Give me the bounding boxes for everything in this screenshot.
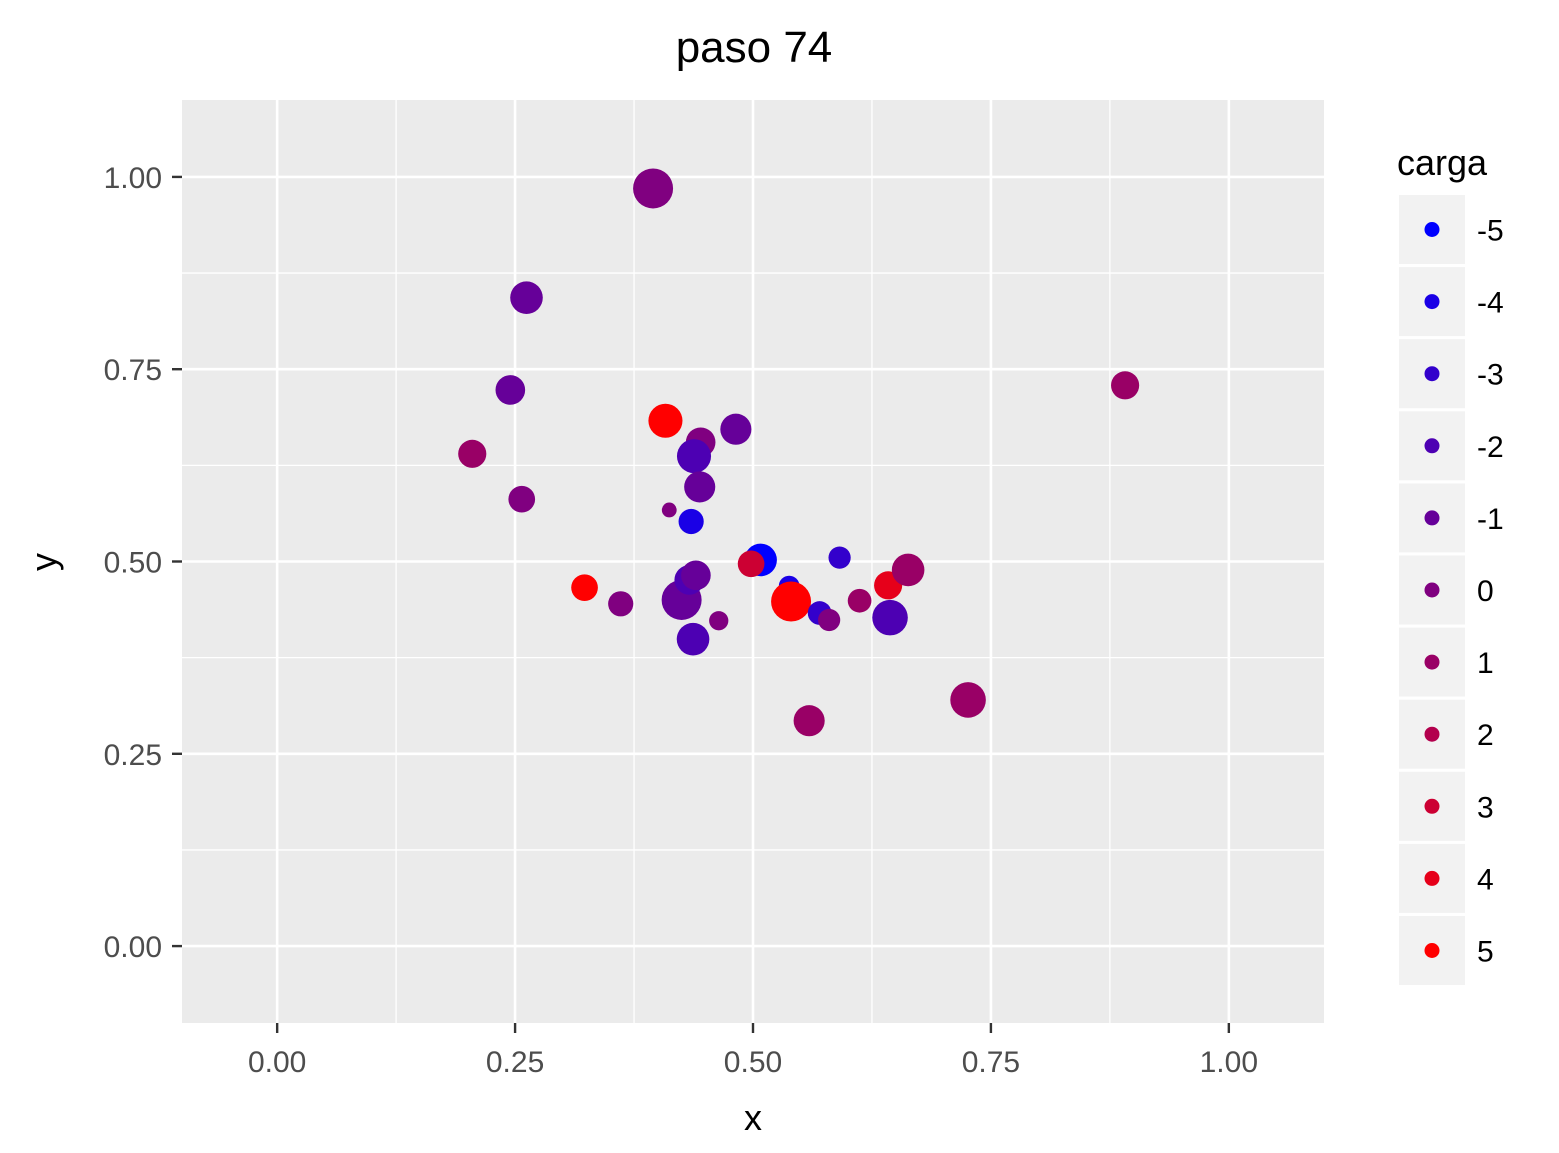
x-axis-title: x (744, 1097, 762, 1138)
legend-swatch (1424, 222, 1440, 237)
scatter-point (508, 485, 536, 513)
x-tick-label: 0.00 (248, 1046, 306, 1079)
legend-swatch (1424, 510, 1440, 526)
y-tick-label: 0.50 (104, 547, 162, 580)
legend-label: 2 (1477, 719, 1494, 752)
legend-swatch (1424, 943, 1440, 958)
legend-swatch (1424, 582, 1440, 598)
legend-label: -1 (1477, 503, 1504, 536)
scatter-point (891, 553, 925, 587)
scatter-point (684, 471, 716, 503)
x-tick-label: 0.75 (962, 1046, 1020, 1079)
scatter-point (676, 622, 710, 656)
scatter-point (571, 574, 598, 601)
legend-swatch (1424, 294, 1440, 310)
scatter-point (608, 591, 634, 617)
x-tick-label: 0.50 (724, 1046, 782, 1079)
y-tick-label: 1.00 (104, 162, 162, 195)
legend-label: 5 (1477, 936, 1494, 969)
scatter-point (793, 705, 825, 737)
legend-label: 1 (1477, 647, 1494, 680)
scatter-point (648, 403, 683, 438)
x-tick-label: 1.00 (1200, 1046, 1258, 1079)
scatter-point (678, 508, 704, 535)
scatter-point (709, 611, 729, 631)
legend-swatch (1424, 870, 1440, 886)
legend-swatch (1424, 366, 1440, 382)
legend-items: -5 -4 -3 -2 -1 0 1 2 3 4 5 (1399, 195, 1504, 985)
legend-label: -2 (1477, 431, 1504, 464)
legend-label: 3 (1477, 791, 1494, 824)
scatter-point (847, 588, 872, 613)
scatter-point (872, 599, 908, 636)
scatter-point (771, 581, 812, 622)
scatter-point (818, 608, 841, 632)
chart-title: paso 74 (676, 23, 833, 72)
y-tick-label: 0.75 (104, 354, 162, 387)
x-tick-label: 0.25 (486, 1046, 544, 1079)
legend-title: carga (1397, 142, 1488, 183)
legend-label: -4 (1477, 287, 1504, 320)
scatter-point (828, 546, 851, 569)
scatter-point (676, 439, 712, 474)
y-axis-title: y (23, 553, 64, 571)
legend-label: -3 (1477, 359, 1504, 392)
legend: carga -5 -4 -3 -2 -1 0 1 2 3 4 5 (1397, 142, 1504, 985)
scatter-point (720, 413, 752, 445)
scatter-point (633, 168, 674, 209)
scatter-point (950, 682, 986, 718)
scatter-point (681, 560, 711, 591)
scatter-point (737, 550, 765, 578)
x-axis: 0.00 0.25 0.50 0.75 1.00 (248, 1023, 1258, 1079)
data-points (458, 168, 1140, 737)
scatter-point (510, 281, 543, 314)
legend-label: 4 (1477, 863, 1494, 896)
scatter-point (458, 439, 487, 468)
legend-swatch (1424, 654, 1440, 670)
legend-swatch (1424, 726, 1440, 742)
scatter-point (1111, 371, 1140, 400)
scatter-point (661, 502, 677, 518)
legend-label: 0 (1477, 575, 1494, 608)
y-axis: 0.00 0.25 0.50 0.75 1.00 (104, 162, 182, 964)
y-tick-label: 0.25 (104, 739, 162, 772)
legend-swatch (1424, 438, 1440, 454)
scatter-point (495, 375, 526, 405)
legend-swatch (1424, 798, 1440, 814)
y-tick-label: 0.00 (104, 931, 162, 964)
legend-label: -5 (1477, 215, 1504, 248)
